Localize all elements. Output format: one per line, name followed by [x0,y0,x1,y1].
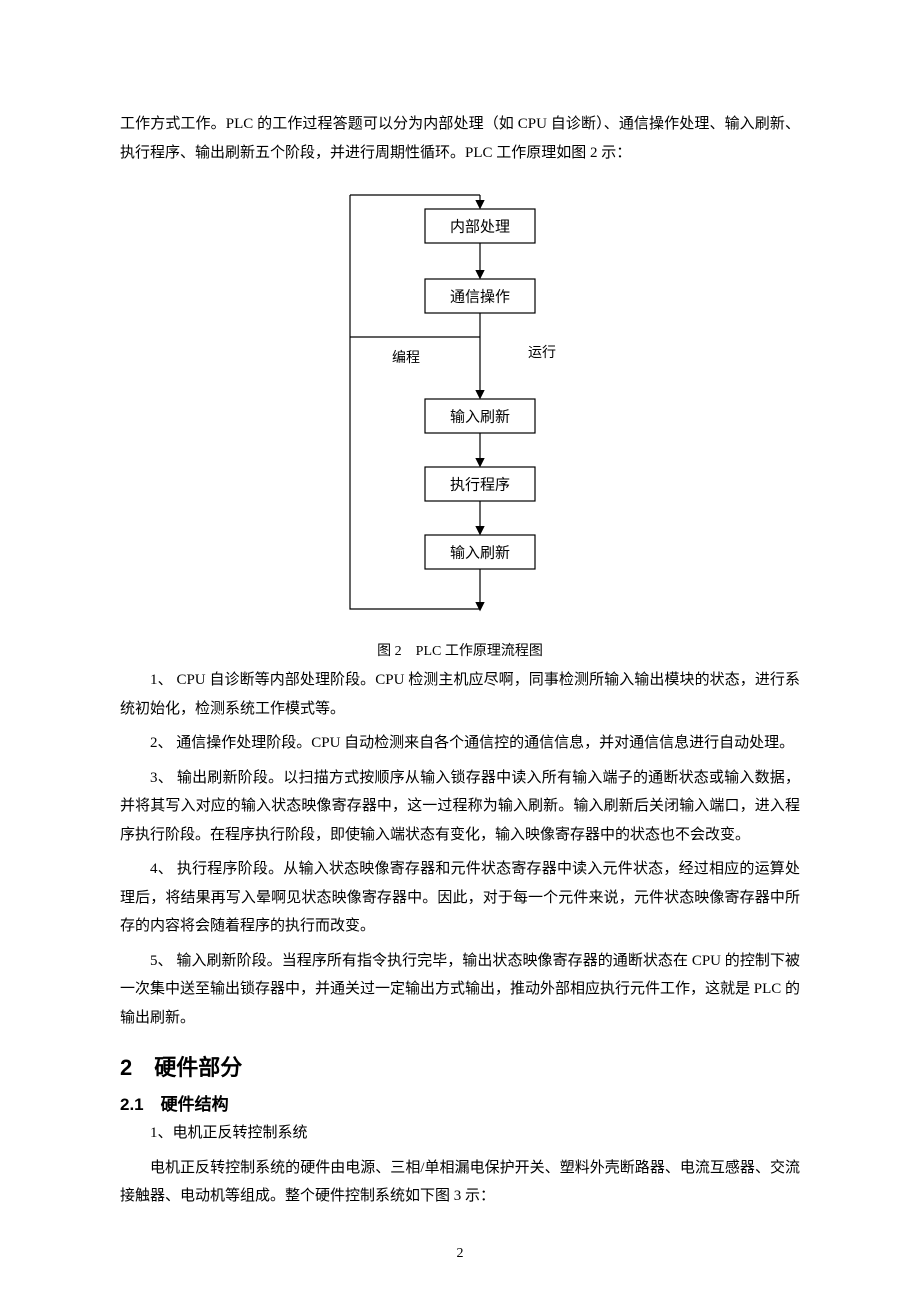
numbered-para-2: 2、 通信操作处理阶段。CPU 自动检测来自各个通信控的通信信息，并对通信信息进… [120,729,800,758]
flow-label-program: 编程 [392,350,420,366]
hardware-para-1: 1、电机正反转控制系统 [120,1119,800,1148]
flow-box-comm: 通信操作 [425,279,535,313]
numbered-para-1: 1、 CPU 自诊断等内部处理阶段。CPU 检测主机应尽啊，同事检测所输入输出模… [120,666,800,723]
flow-box-label: 输入刷新 [450,544,510,561]
flow-box-internal: 内部处理 [425,209,535,243]
flow-box-label: 通信操作 [450,288,510,305]
flow-box-output: 输入刷新 [425,535,535,569]
page-number: 2 [0,1246,920,1262]
numbered-para-4: 4、 执行程序阶段。从输入状态映像寄存器和元件状态寄存器中读入元件状态，经过相应… [120,855,800,941]
flow-box-input: 输入刷新 [425,399,535,433]
flow-box-exec: 执行程序 [425,467,535,501]
numbered-para-3: 3、 输出刷新阶段。以扫描方式按顺序从输入锁存器中读入所有输入端子的通断状态或输… [120,764,800,850]
flow-label-run: 运行 [528,345,556,361]
flow-box-label: 执行程序 [450,476,510,493]
hardware-para-2: 电机正反转控制系统的硬件由电源、三相/单相漏电保护开关、塑料外壳断路器、电流互感… [120,1154,800,1211]
flow-box-label: 输入刷新 [450,408,510,425]
flow-box-label: 内部处理 [450,218,510,235]
numbered-para-5: 5、 输入刷新阶段。当程序所有指令执行完毕，输出状态映像寄存器的通断状态在 CP… [120,947,800,1033]
figure-caption: 图 2 PLC 工作原理流程图 [120,640,800,660]
plc-flowchart: 内部处理 通信操作 编程 运行 输入刷新 [330,177,590,632]
document-page: 工作方式工作。PLC 的工作过程答题可以分为内部处理（如 CPU 自诊断）、通信… [0,0,920,1302]
subsection-heading: 2.1 硬件结构 [120,1090,800,1115]
intro-paragraph: 工作方式工作。PLC 的工作过程答题可以分为内部处理（如 CPU 自诊断）、通信… [120,110,800,167]
section-heading: 2 硬件部分 [120,1050,800,1082]
